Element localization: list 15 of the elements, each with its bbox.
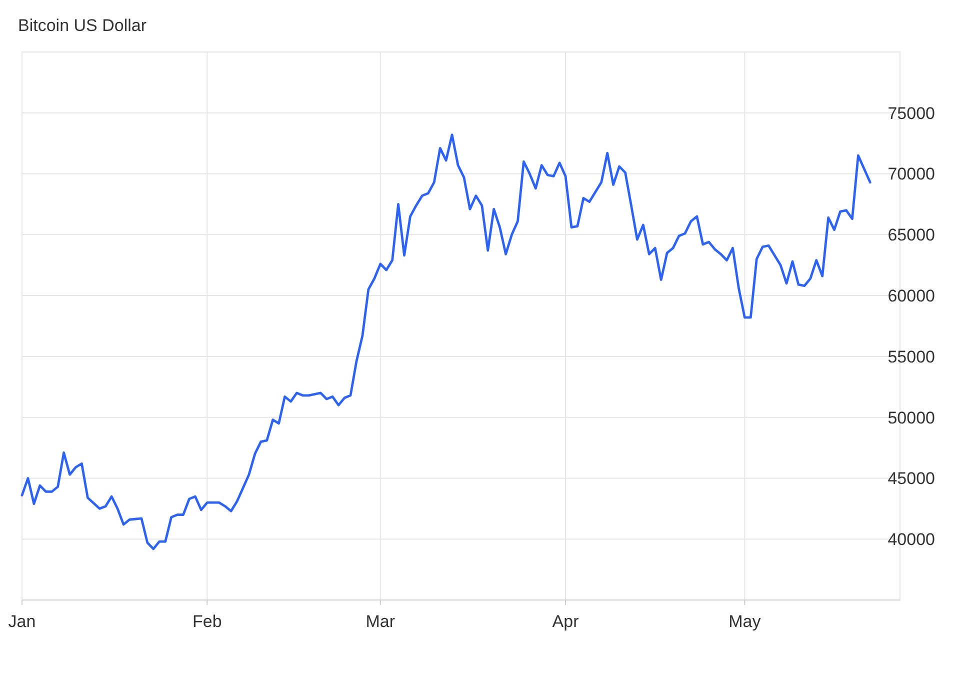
line-series bbox=[20, 134, 872, 550]
x-tick-label: Jan bbox=[8, 612, 36, 631]
y-tick-label: 40000 bbox=[888, 530, 935, 550]
y-tick-label: 65000 bbox=[888, 226, 935, 245]
x-tick-label: Mar bbox=[366, 612, 396, 631]
chart-title: Bitcoin US Dollar bbox=[18, 16, 147, 35]
y-tick-label: 75000 bbox=[888, 104, 935, 123]
y-tick-label: 55000 bbox=[888, 347, 935, 366]
x-tick-label: Feb bbox=[192, 612, 222, 631]
y-tick-label: 60000 bbox=[888, 286, 935, 306]
y-tick-label: 70000 bbox=[888, 164, 935, 184]
y-tick-label: 45000 bbox=[888, 469, 935, 488]
y-tick-label: 50000 bbox=[888, 408, 935, 428]
x-tick-label: Apr bbox=[552, 612, 580, 631]
x-tick-label: May bbox=[728, 612, 762, 631]
